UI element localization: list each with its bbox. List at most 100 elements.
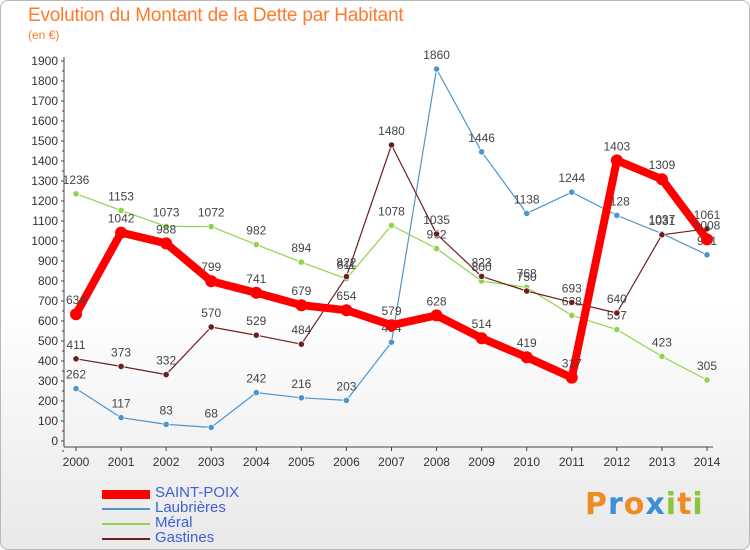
y-tick-label: 1100 bbox=[32, 214, 58, 228]
y-tick-label: 1400 bbox=[31, 154, 58, 168]
data-label: 799 bbox=[201, 260, 221, 274]
data-point bbox=[207, 323, 215, 331]
data-label: 1153 bbox=[108, 189, 134, 203]
data-label: 1480 bbox=[378, 124, 405, 138]
data-label: 634 bbox=[66, 293, 86, 307]
data-point bbox=[297, 394, 305, 402]
data-label: 317 bbox=[562, 357, 582, 371]
data-label: 423 bbox=[652, 335, 672, 349]
data-point bbox=[207, 223, 215, 231]
data-point bbox=[252, 388, 260, 397]
data-point bbox=[297, 258, 305, 266]
data-point bbox=[430, 309, 443, 322]
data-point bbox=[613, 325, 621, 334]
data-point bbox=[568, 298, 576, 306]
data-point bbox=[613, 211, 621, 219]
data-label: 332 bbox=[156, 354, 176, 368]
data-point bbox=[72, 355, 80, 363]
y-tick-label: 1900 bbox=[31, 54, 58, 68]
legend-label: Laubrières bbox=[155, 499, 226, 516]
data-label: 741 bbox=[246, 272, 266, 286]
y-tick-label: 200 bbox=[38, 394, 58, 408]
data-point bbox=[655, 173, 668, 186]
data-point bbox=[72, 190, 80, 198]
data-point bbox=[252, 241, 260, 249]
y-tick-label: 600 bbox=[38, 314, 58, 328]
data-point bbox=[70, 308, 82, 321]
data-label: 1031 bbox=[649, 214, 676, 228]
data-label: 1244 bbox=[558, 171, 585, 185]
legend-label: Gastines bbox=[155, 529, 215, 546]
y-tick-label: 1000 bbox=[31, 234, 58, 248]
data-point bbox=[162, 420, 170, 428]
proxiti-logo: Proxiti bbox=[585, 487, 704, 522]
data-label: 529 bbox=[246, 314, 266, 328]
y-tick-label: 900 bbox=[38, 254, 58, 268]
data-label: 514 bbox=[472, 317, 492, 331]
data-point bbox=[72, 384, 80, 393]
data-point bbox=[295, 299, 308, 312]
data-label: 484 bbox=[291, 323, 311, 337]
x-tick-label: 2008 bbox=[423, 455, 450, 469]
x-tick-label: 2010 bbox=[513, 455, 540, 469]
y-tick-label: 400 bbox=[38, 354, 58, 368]
legend-label: Méral bbox=[155, 514, 193, 531]
logo-letter: i bbox=[692, 487, 704, 522]
y-tick-label: 1600 bbox=[31, 114, 58, 128]
legend-label: SAINT-POIX bbox=[155, 484, 240, 501]
y-tick-label: 800 bbox=[38, 274, 58, 288]
data-point bbox=[385, 319, 398, 332]
legend-swatch bbox=[102, 523, 150, 525]
data-label: 242 bbox=[246, 372, 266, 386]
data-label: 1035 bbox=[423, 213, 450, 227]
data-label: 823 bbox=[472, 255, 492, 269]
logo-letter: o bbox=[623, 487, 646, 522]
data-point bbox=[432, 65, 441, 73]
data-point bbox=[160, 237, 173, 250]
x-tick-label: 2005 bbox=[288, 455, 315, 469]
data-label: 800 bbox=[472, 260, 492, 274]
data-label: 894 bbox=[291, 241, 311, 255]
data-label: 768 bbox=[517, 266, 537, 280]
data-point bbox=[115, 226, 128, 239]
data-label: 1403 bbox=[604, 139, 631, 153]
x-tick-label: 2004 bbox=[243, 455, 270, 469]
x-tick-label: 2001 bbox=[108, 455, 135, 469]
x-tick-label: 2012 bbox=[604, 455, 631, 469]
data-label: 640 bbox=[607, 292, 627, 306]
x-tick-label: 2002 bbox=[153, 455, 180, 469]
data-point bbox=[117, 413, 125, 422]
data-label: 982 bbox=[246, 224, 266, 238]
logo-letter: x bbox=[645, 487, 666, 522]
y-tick-label: 300 bbox=[38, 374, 58, 388]
x-tick-label: 2011 bbox=[559, 455, 585, 469]
logo-letter: t bbox=[677, 487, 693, 522]
data-label: 679 bbox=[291, 284, 311, 298]
x-tick-label: 2006 bbox=[333, 455, 360, 469]
data-point bbox=[387, 338, 396, 346]
data-label: 1309 bbox=[649, 158, 676, 172]
legend-swatch bbox=[102, 489, 150, 499]
data-point bbox=[432, 230, 441, 238]
data-point bbox=[252, 331, 260, 339]
data-label: 822 bbox=[336, 256, 356, 270]
data-point bbox=[340, 304, 353, 317]
x-tick-label: 2014 bbox=[694, 455, 721, 469]
data-point bbox=[610, 154, 623, 167]
data-point bbox=[613, 309, 621, 317]
data-point bbox=[478, 148, 486, 156]
data-label: 262 bbox=[66, 368, 86, 382]
y-tick-label: 1800 bbox=[31, 74, 58, 88]
data-point bbox=[207, 423, 215, 431]
data-label: 1236 bbox=[63, 173, 90, 187]
y-tick-label: 500 bbox=[38, 334, 58, 348]
data-point bbox=[523, 287, 531, 295]
data-label: 570 bbox=[201, 306, 221, 320]
x-tick-label: 2013 bbox=[649, 455, 676, 469]
data-label: 1138 bbox=[514, 192, 540, 206]
data-point bbox=[205, 275, 218, 288]
y-tick-label: 700 bbox=[38, 294, 58, 308]
data-point bbox=[475, 332, 488, 345]
